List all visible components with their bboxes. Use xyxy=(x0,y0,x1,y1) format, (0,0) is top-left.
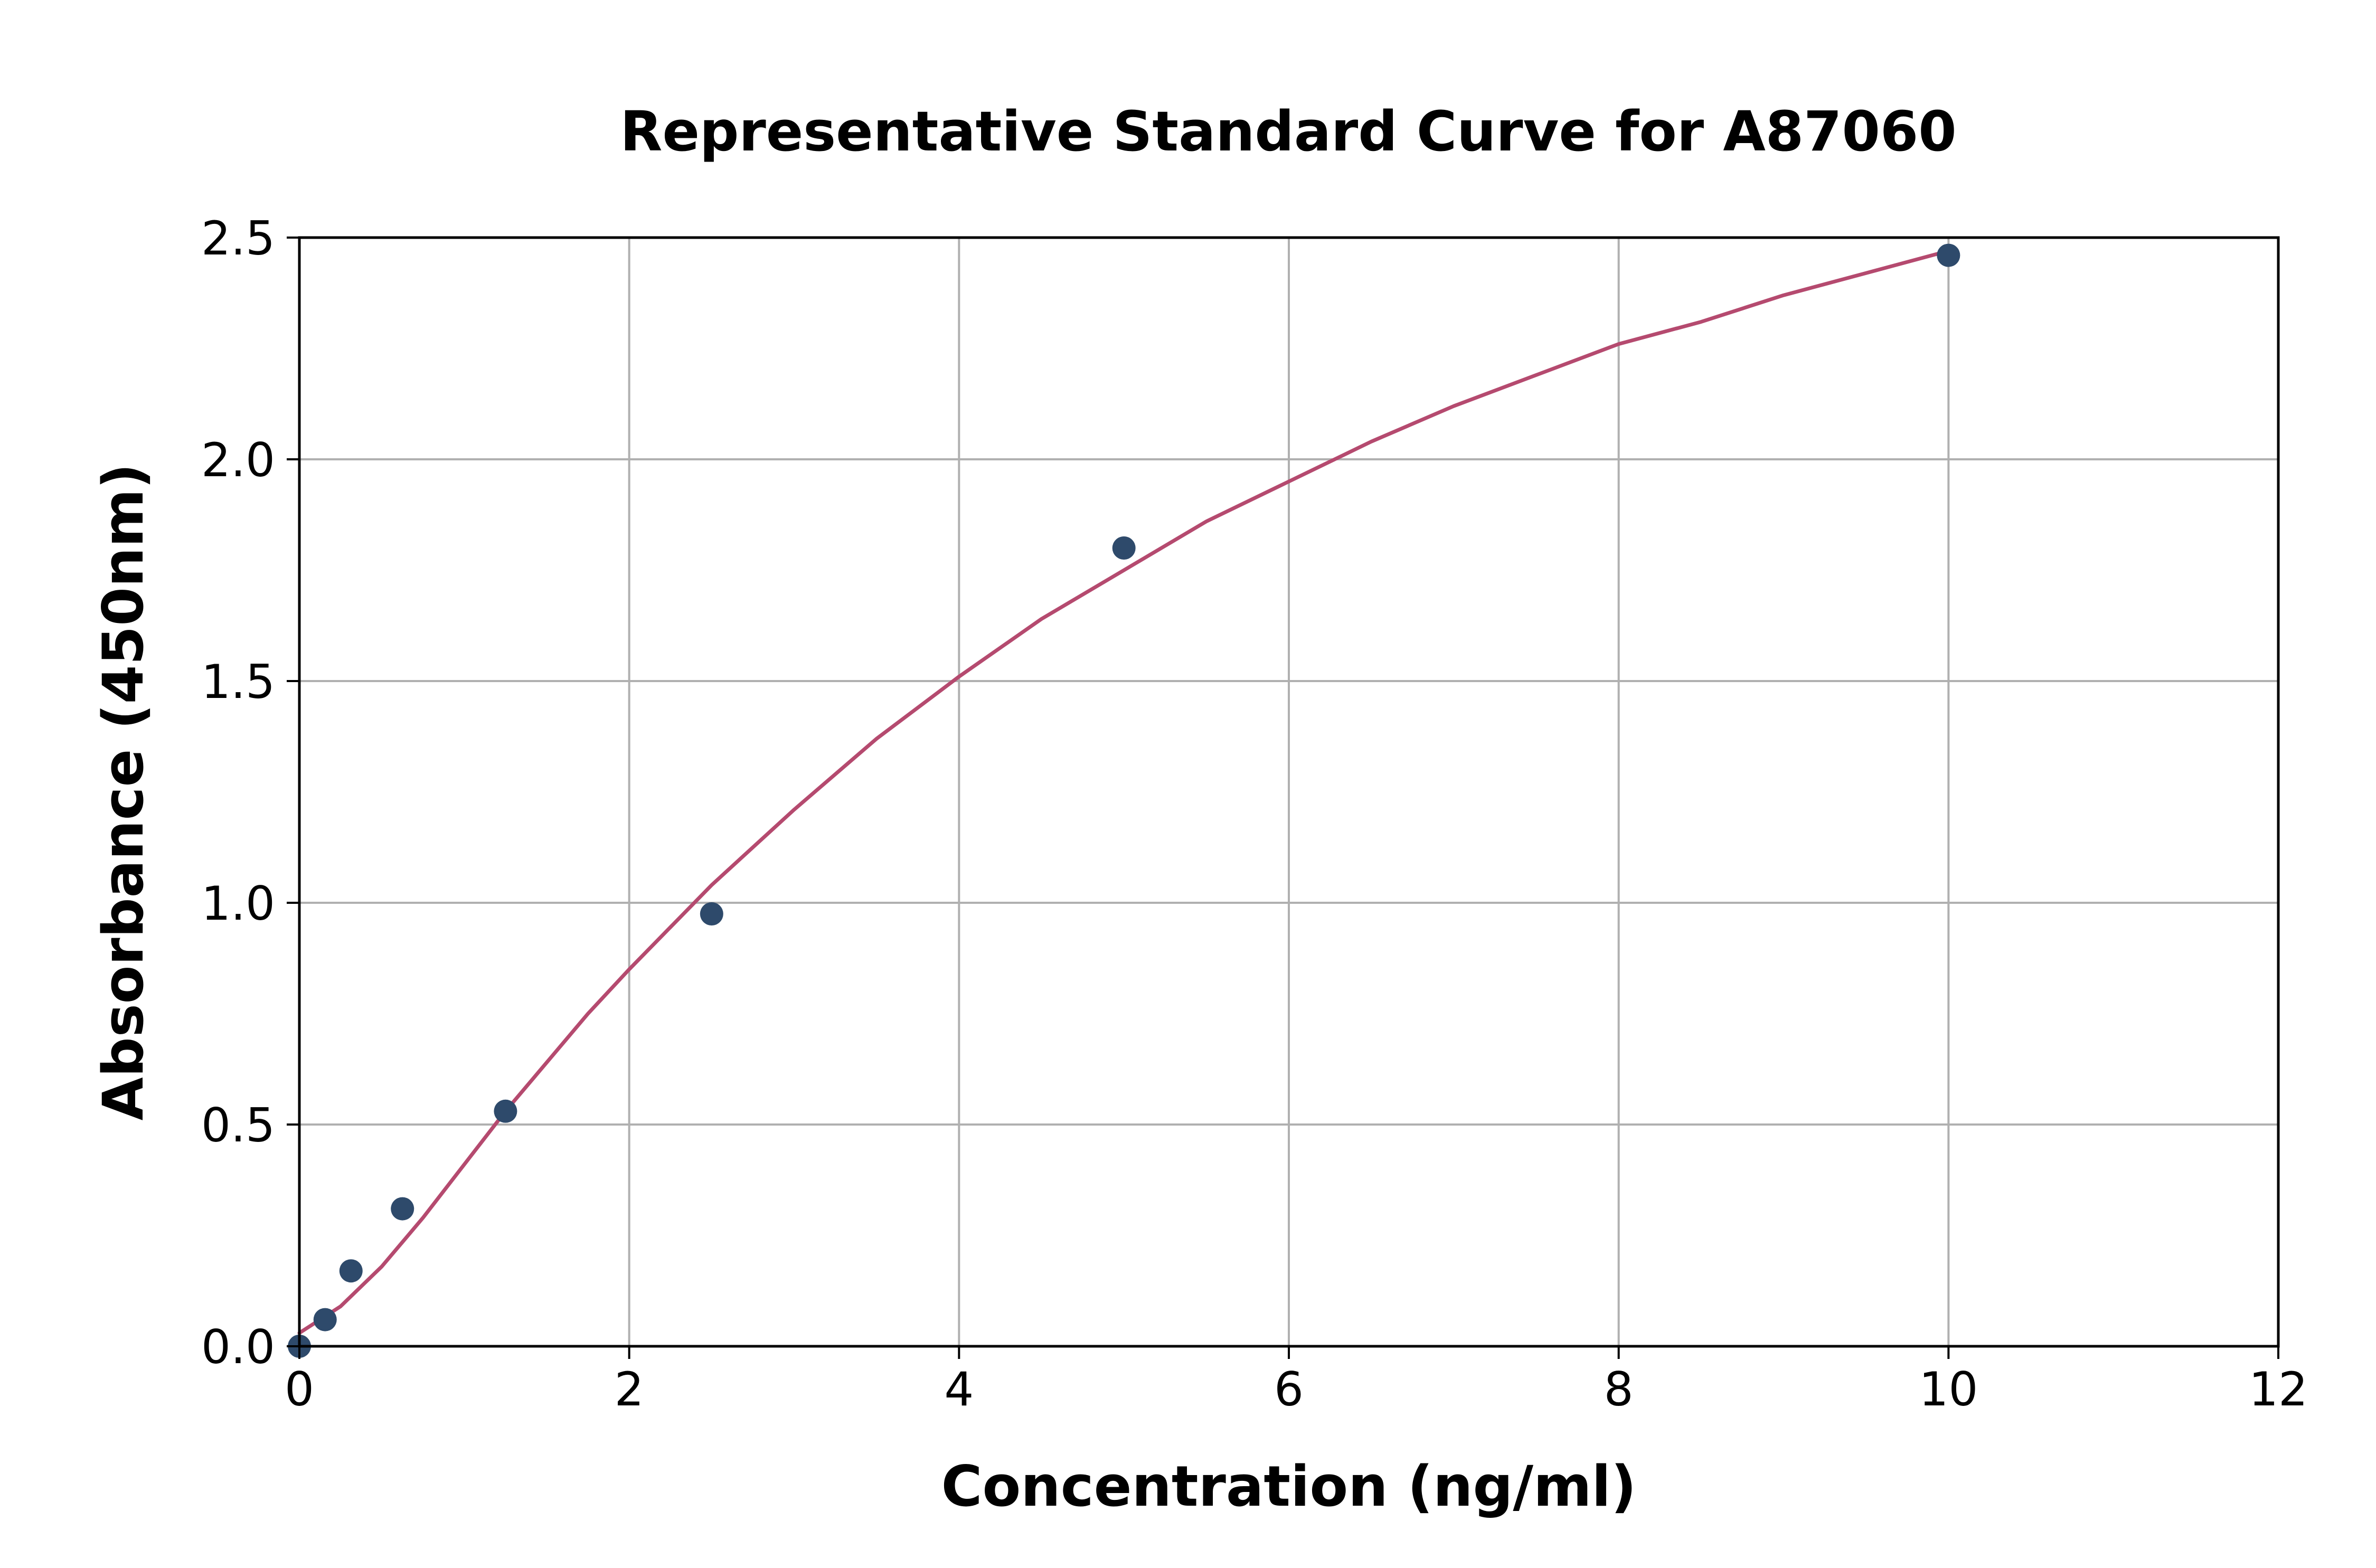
x-tick-label-5: 10 xyxy=(1919,1362,1978,1416)
y-tick-label-2: 1.0 xyxy=(201,876,275,931)
y-axis-title: Absorbance (450nm) xyxy=(91,464,156,1121)
ticks-layer: 0 2 4 6 8 10 12 0.0 0.5 1.0 1.5 2.0 2.5 xyxy=(201,211,2308,1416)
data-point-3 xyxy=(391,1197,414,1221)
fit-curve xyxy=(297,249,1950,1335)
x-axis-title: Concentration (ng/ml) xyxy=(941,1454,1637,1519)
x-tick-label-2: 4 xyxy=(944,1362,974,1416)
x-tick-label-0: 0 xyxy=(285,1362,314,1416)
y-tick-label-1: 0.5 xyxy=(201,1098,275,1153)
y-tick-label-5: 2.5 xyxy=(201,211,275,266)
data-point-2 xyxy=(339,1259,363,1283)
y-tick-label-4: 2.0 xyxy=(201,433,275,487)
data-point-6 xyxy=(1112,536,1136,560)
data-point-7 xyxy=(1937,243,1960,267)
data-point-4 xyxy=(494,1099,517,1123)
x-tick-label-6: 12 xyxy=(2249,1362,2308,1416)
x-tick-label-4: 8 xyxy=(1604,1362,1634,1416)
chart-title: Representative Standard Curve for A87060 xyxy=(620,99,1956,164)
data-point-1 xyxy=(313,1308,337,1331)
data-point-5 xyxy=(700,902,723,925)
curve-layer xyxy=(297,249,1950,1335)
x-tick-label-1: 2 xyxy=(615,1362,644,1416)
y-tick-label-0: 0.0 xyxy=(201,1320,275,1374)
y-tick-label-3: 1.5 xyxy=(201,655,275,709)
x-tick-label-3: 6 xyxy=(1274,1362,1304,1416)
points-layer xyxy=(288,243,1960,1358)
grid-layer xyxy=(298,237,2279,1347)
